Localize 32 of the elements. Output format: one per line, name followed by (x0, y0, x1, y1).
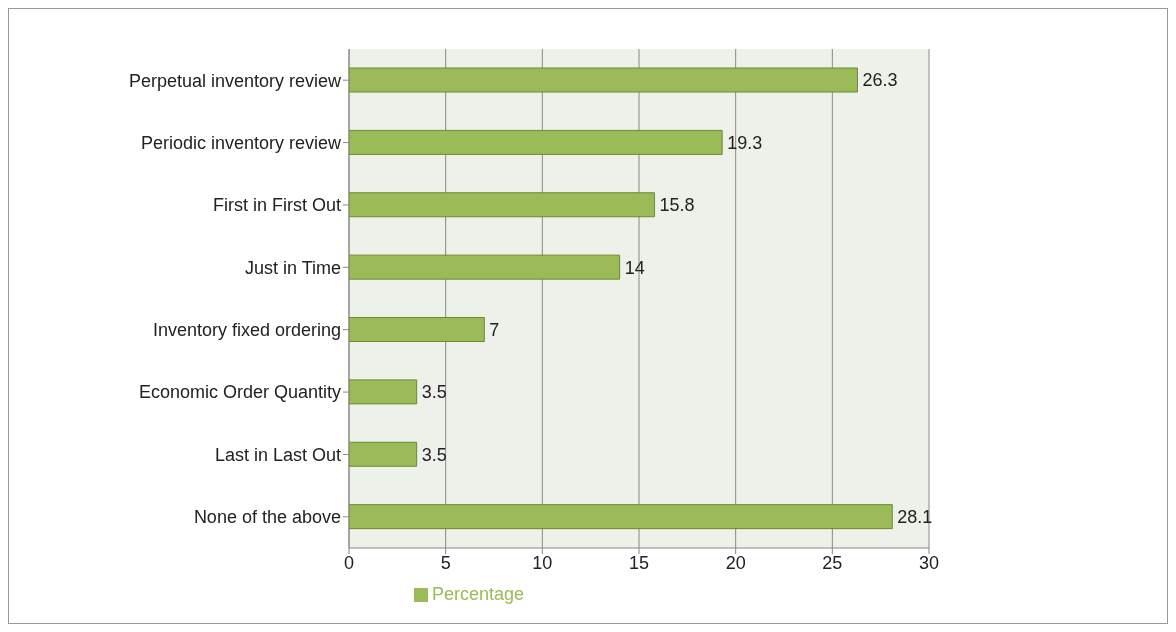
x-tick-label: 0 (343, 552, 355, 573)
x-tick-label: 10 (532, 552, 553, 573)
bar (349, 504, 893, 530)
y-tick-label: Periodic inventory review (140, 132, 342, 153)
y-tick-label: Last in Last Out (214, 444, 341, 465)
data-label: 3.5 (421, 382, 447, 403)
bar (349, 441, 418, 467)
x-tick-label: 15 (628, 552, 650, 573)
y-tick-label: Inventory fixed ordering (152, 320, 341, 341)
x-tick-label: 20 (725, 552, 746, 573)
legend-label: Percentage (431, 584, 525, 604)
data-label: 19.3 (727, 132, 763, 153)
data-label: 7 (489, 319, 500, 340)
y-tick-label: Economic Order Quantity (138, 382, 341, 403)
x-tick-label: 5 (440, 552, 451, 573)
x-tick-label: 25 (822, 552, 843, 573)
x-tick-label: 30 (918, 552, 940, 573)
data-label: 28.1 (897, 507, 933, 528)
bar (349, 192, 655, 218)
y-tick-label: First in First Out (212, 195, 341, 216)
bar (349, 254, 621, 280)
bar (349, 129, 723, 155)
data-label: 26.3 (862, 70, 898, 91)
bar (349, 317, 485, 342)
bar (349, 67, 858, 93)
y-tick-label: None of the above (193, 507, 341, 528)
y-tick-label: Just in Time (244, 257, 341, 278)
y-tick-label: Perpetual inventory review (128, 70, 342, 91)
data-label: 3.5 (421, 444, 447, 465)
bar (349, 379, 418, 405)
data-label: 15.8 (659, 195, 695, 216)
data-label: 14 (624, 257, 645, 278)
